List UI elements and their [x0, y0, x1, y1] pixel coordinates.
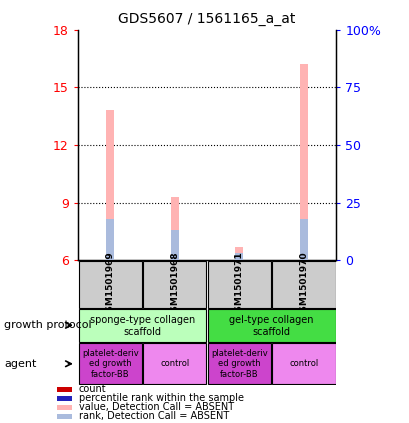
Text: platelet-deriv
ed growth
factor-BB: platelet-deriv ed growth factor-BB — [211, 349, 267, 379]
Bar — [299, 64, 307, 260]
Text: GSM1501968: GSM1501968 — [170, 251, 179, 318]
Bar — [79, 261, 142, 308]
Text: GSM1501971: GSM1501971 — [234, 251, 243, 318]
Bar — [207, 343, 270, 384]
Text: control: control — [289, 359, 318, 368]
Text: platelet-deriv
ed growth
factor-BB: platelet-deriv ed growth factor-BB — [82, 349, 138, 379]
Title: GDS5607 / 1561165_a_at: GDS5607 / 1561165_a_at — [118, 12, 295, 26]
Bar — [207, 310, 335, 342]
Text: GSM1501969: GSM1501969 — [106, 251, 115, 318]
Text: sponge-type collagen
scaffold: sponge-type collagen scaffold — [90, 315, 195, 337]
Bar — [235, 253, 243, 260]
Bar — [57, 404, 72, 410]
Bar — [106, 110, 114, 260]
Bar — [57, 414, 72, 419]
Text: control: control — [160, 359, 189, 368]
Text: growth protocol: growth protocol — [4, 320, 92, 330]
Text: agent: agent — [4, 359, 36, 369]
Bar — [171, 230, 178, 260]
Text: rank, Detection Call = ABSENT: rank, Detection Call = ABSENT — [79, 412, 228, 421]
Bar — [272, 343, 335, 384]
Bar — [57, 387, 72, 392]
Bar — [272, 261, 335, 308]
Bar — [106, 219, 114, 260]
Bar — [79, 310, 206, 342]
Text: GSM1501970: GSM1501970 — [299, 251, 308, 318]
Text: value, Detection Call = ABSENT: value, Detection Call = ABSENT — [79, 402, 233, 412]
Bar — [57, 396, 72, 401]
Bar — [143, 343, 206, 384]
Bar — [235, 247, 243, 260]
Bar — [299, 219, 307, 260]
Bar — [79, 343, 142, 384]
Text: percentile rank within the sample: percentile rank within the sample — [79, 393, 243, 404]
Text: gel-type collagen
scaffold: gel-type collagen scaffold — [229, 315, 313, 337]
Bar — [207, 261, 270, 308]
Bar — [143, 261, 206, 308]
Text: count: count — [79, 385, 106, 394]
Bar — [171, 197, 178, 260]
